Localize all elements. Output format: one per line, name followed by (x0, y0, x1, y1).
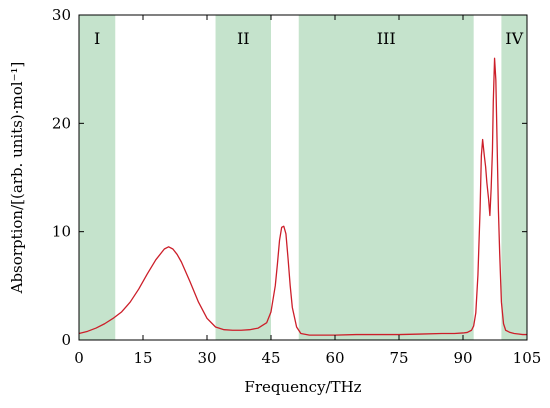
series-layer (78, 57, 527, 336)
region-label-4: IV (505, 29, 523, 48)
y-tick-label: 0 (61, 331, 71, 349)
x-axis-ticks: 0 15 30 45 60 75 90 105 (74, 15, 541, 367)
region-label-3: III (377, 29, 396, 48)
y-tick-label: 20 (52, 114, 71, 132)
x-tick-label: 105 (513, 349, 542, 367)
y-axis-ticks: 0 10 20 30 (52, 6, 527, 349)
x-tick-label: 30 (197, 349, 216, 367)
region-labels: I II III IV (94, 29, 524, 48)
region-band-3 (298, 15, 474, 340)
x-axis-label: Frequency/THz (244, 378, 361, 396)
region-band-4 (501, 15, 527, 340)
y-tick-label: 30 (52, 6, 71, 24)
x-tick-label: 0 (74, 349, 84, 367)
y-axis-label: Absorption/[(arb. units)·mol⁻¹] (8, 62, 26, 295)
x-tick-label: 75 (389, 349, 408, 367)
region-band-2 (215, 15, 271, 340)
region-band-1 (79, 15, 116, 340)
region-label-1: I (94, 29, 100, 48)
plot-frame (78, 14, 528, 341)
region-label-2: II (237, 29, 250, 48)
y-tick-label: 10 (52, 223, 71, 241)
x-tick-label: 45 (261, 349, 280, 367)
x-tick-label: 60 (325, 349, 344, 367)
x-tick-label: 90 (453, 349, 472, 367)
x-tick-label: 15 (133, 349, 152, 367)
region-bands (79, 15, 527, 340)
series-line-1 (78, 57, 527, 336)
